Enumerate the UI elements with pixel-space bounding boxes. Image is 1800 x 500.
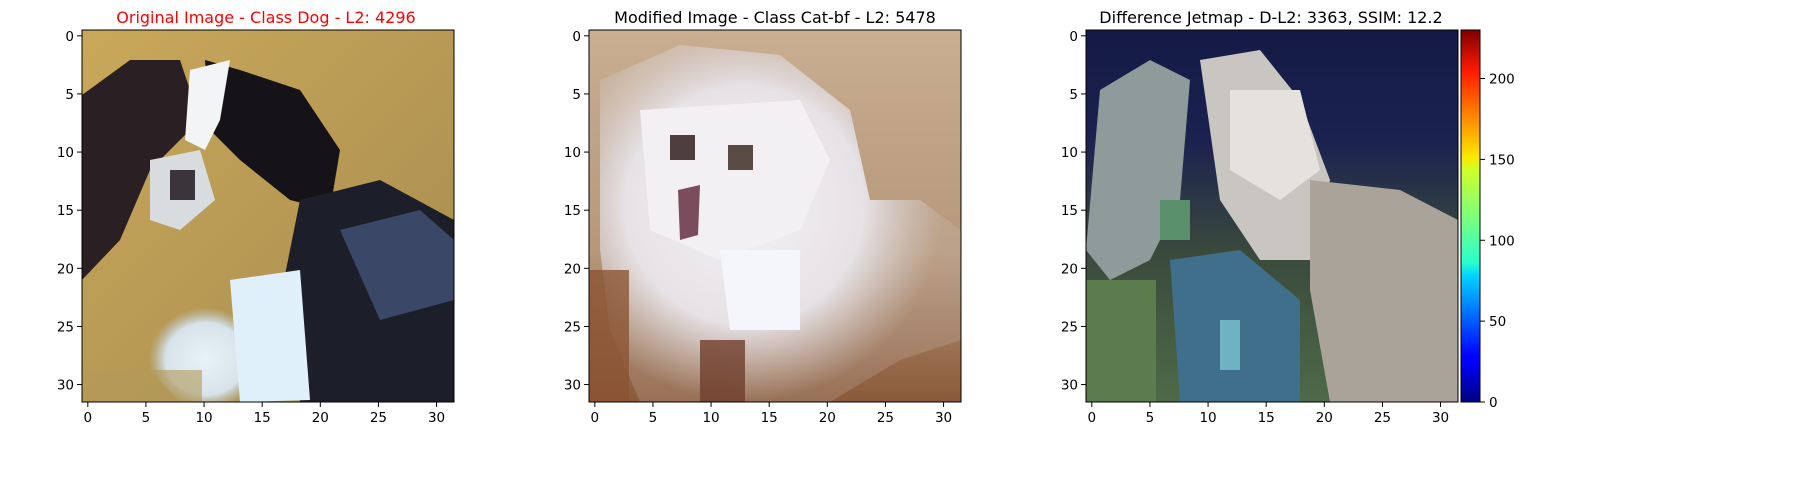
ytick-label-difference-2: 10 bbox=[1061, 145, 1078, 161]
xtick-label-difference-0: 0 bbox=[1088, 410, 1097, 426]
xtick-label-difference-6: 30 bbox=[1432, 410, 1449, 426]
colorbar-tick-label-2: 100 bbox=[1489, 233, 1515, 249]
modified-image bbox=[589, 30, 961, 402]
xtick-label-difference-5: 25 bbox=[1374, 410, 1391, 426]
ytick-label-original-5: 25 bbox=[57, 319, 74, 335]
xtick-label-difference-3: 15 bbox=[1258, 410, 1275, 426]
ytick-label-original-4: 20 bbox=[57, 261, 74, 277]
colorbar-tick-label-3: 150 bbox=[1489, 152, 1515, 168]
ytick-label-difference-0: 0 bbox=[1069, 29, 1078, 45]
xtick-label-modified-6: 30 bbox=[935, 410, 952, 426]
xtick-label-original-3: 15 bbox=[254, 410, 271, 426]
ytick-label-modified-3: 15 bbox=[564, 203, 581, 219]
xtick-label-difference-4: 20 bbox=[1316, 410, 1333, 426]
colorbar-tick-label-1: 50 bbox=[1489, 314, 1506, 330]
xtick-label-original-6: 30 bbox=[428, 410, 445, 426]
colorbar-tick-label-4: 200 bbox=[1489, 72, 1515, 88]
colorbar-tick-label-0: 0 bbox=[1489, 395, 1498, 411]
colorbar bbox=[1460, 29, 1481, 403]
ytick-label-difference-4: 20 bbox=[1061, 261, 1078, 277]
xtick-label-original-5: 25 bbox=[370, 410, 387, 426]
xtick-label-difference-1: 5 bbox=[1146, 410, 1155, 426]
xtick-label-original-1: 5 bbox=[142, 410, 151, 426]
xtick-label-original-0: 0 bbox=[84, 410, 93, 426]
panel-title-difference: Difference Jetmap - D-L2: 3363, SSIM: 12… bbox=[1099, 8, 1442, 27]
xtick-label-original-2: 10 bbox=[195, 410, 212, 426]
ytick-label-original-3: 15 bbox=[57, 203, 74, 219]
ytick-label-original-0: 0 bbox=[65, 29, 74, 45]
xtick-label-modified-5: 25 bbox=[877, 410, 894, 426]
ytick-label-difference-3: 15 bbox=[1061, 203, 1078, 219]
xtick-label-modified-1: 5 bbox=[649, 410, 658, 426]
ytick-label-difference-6: 30 bbox=[1061, 378, 1078, 394]
xtick-label-original-4: 20 bbox=[312, 410, 329, 426]
xtick-label-difference-2: 10 bbox=[1199, 410, 1216, 426]
panel-title-modified: Modified Image - Class Cat-bf - L2: 5478 bbox=[614, 8, 936, 27]
ytick-label-difference-1: 5 bbox=[1069, 87, 1078, 103]
ytick-label-difference-5: 25 bbox=[1061, 319, 1078, 335]
ytick-label-modified-6: 30 bbox=[564, 378, 581, 394]
xtick-label-modified-2: 10 bbox=[702, 410, 719, 426]
xtick-label-modified-4: 20 bbox=[819, 410, 836, 426]
ytick-label-modified-2: 10 bbox=[564, 145, 581, 161]
ytick-label-original-1: 5 bbox=[65, 87, 74, 103]
difference-image bbox=[1086, 30, 1458, 402]
ytick-label-modified-5: 25 bbox=[564, 319, 581, 335]
ytick-label-modified-1: 5 bbox=[572, 87, 581, 103]
ytick-label-modified-0: 0 bbox=[572, 29, 581, 45]
xtick-label-modified-0: 0 bbox=[591, 410, 600, 426]
original-image bbox=[82, 30, 454, 402]
ytick-label-original-2: 10 bbox=[57, 145, 74, 161]
ytick-label-modified-4: 20 bbox=[564, 261, 581, 277]
ytick-label-original-6: 30 bbox=[57, 378, 74, 394]
xtick-label-modified-3: 15 bbox=[761, 410, 778, 426]
panel-title-original: Original Image - Class Dog - L2: 4296 bbox=[116, 8, 415, 27]
